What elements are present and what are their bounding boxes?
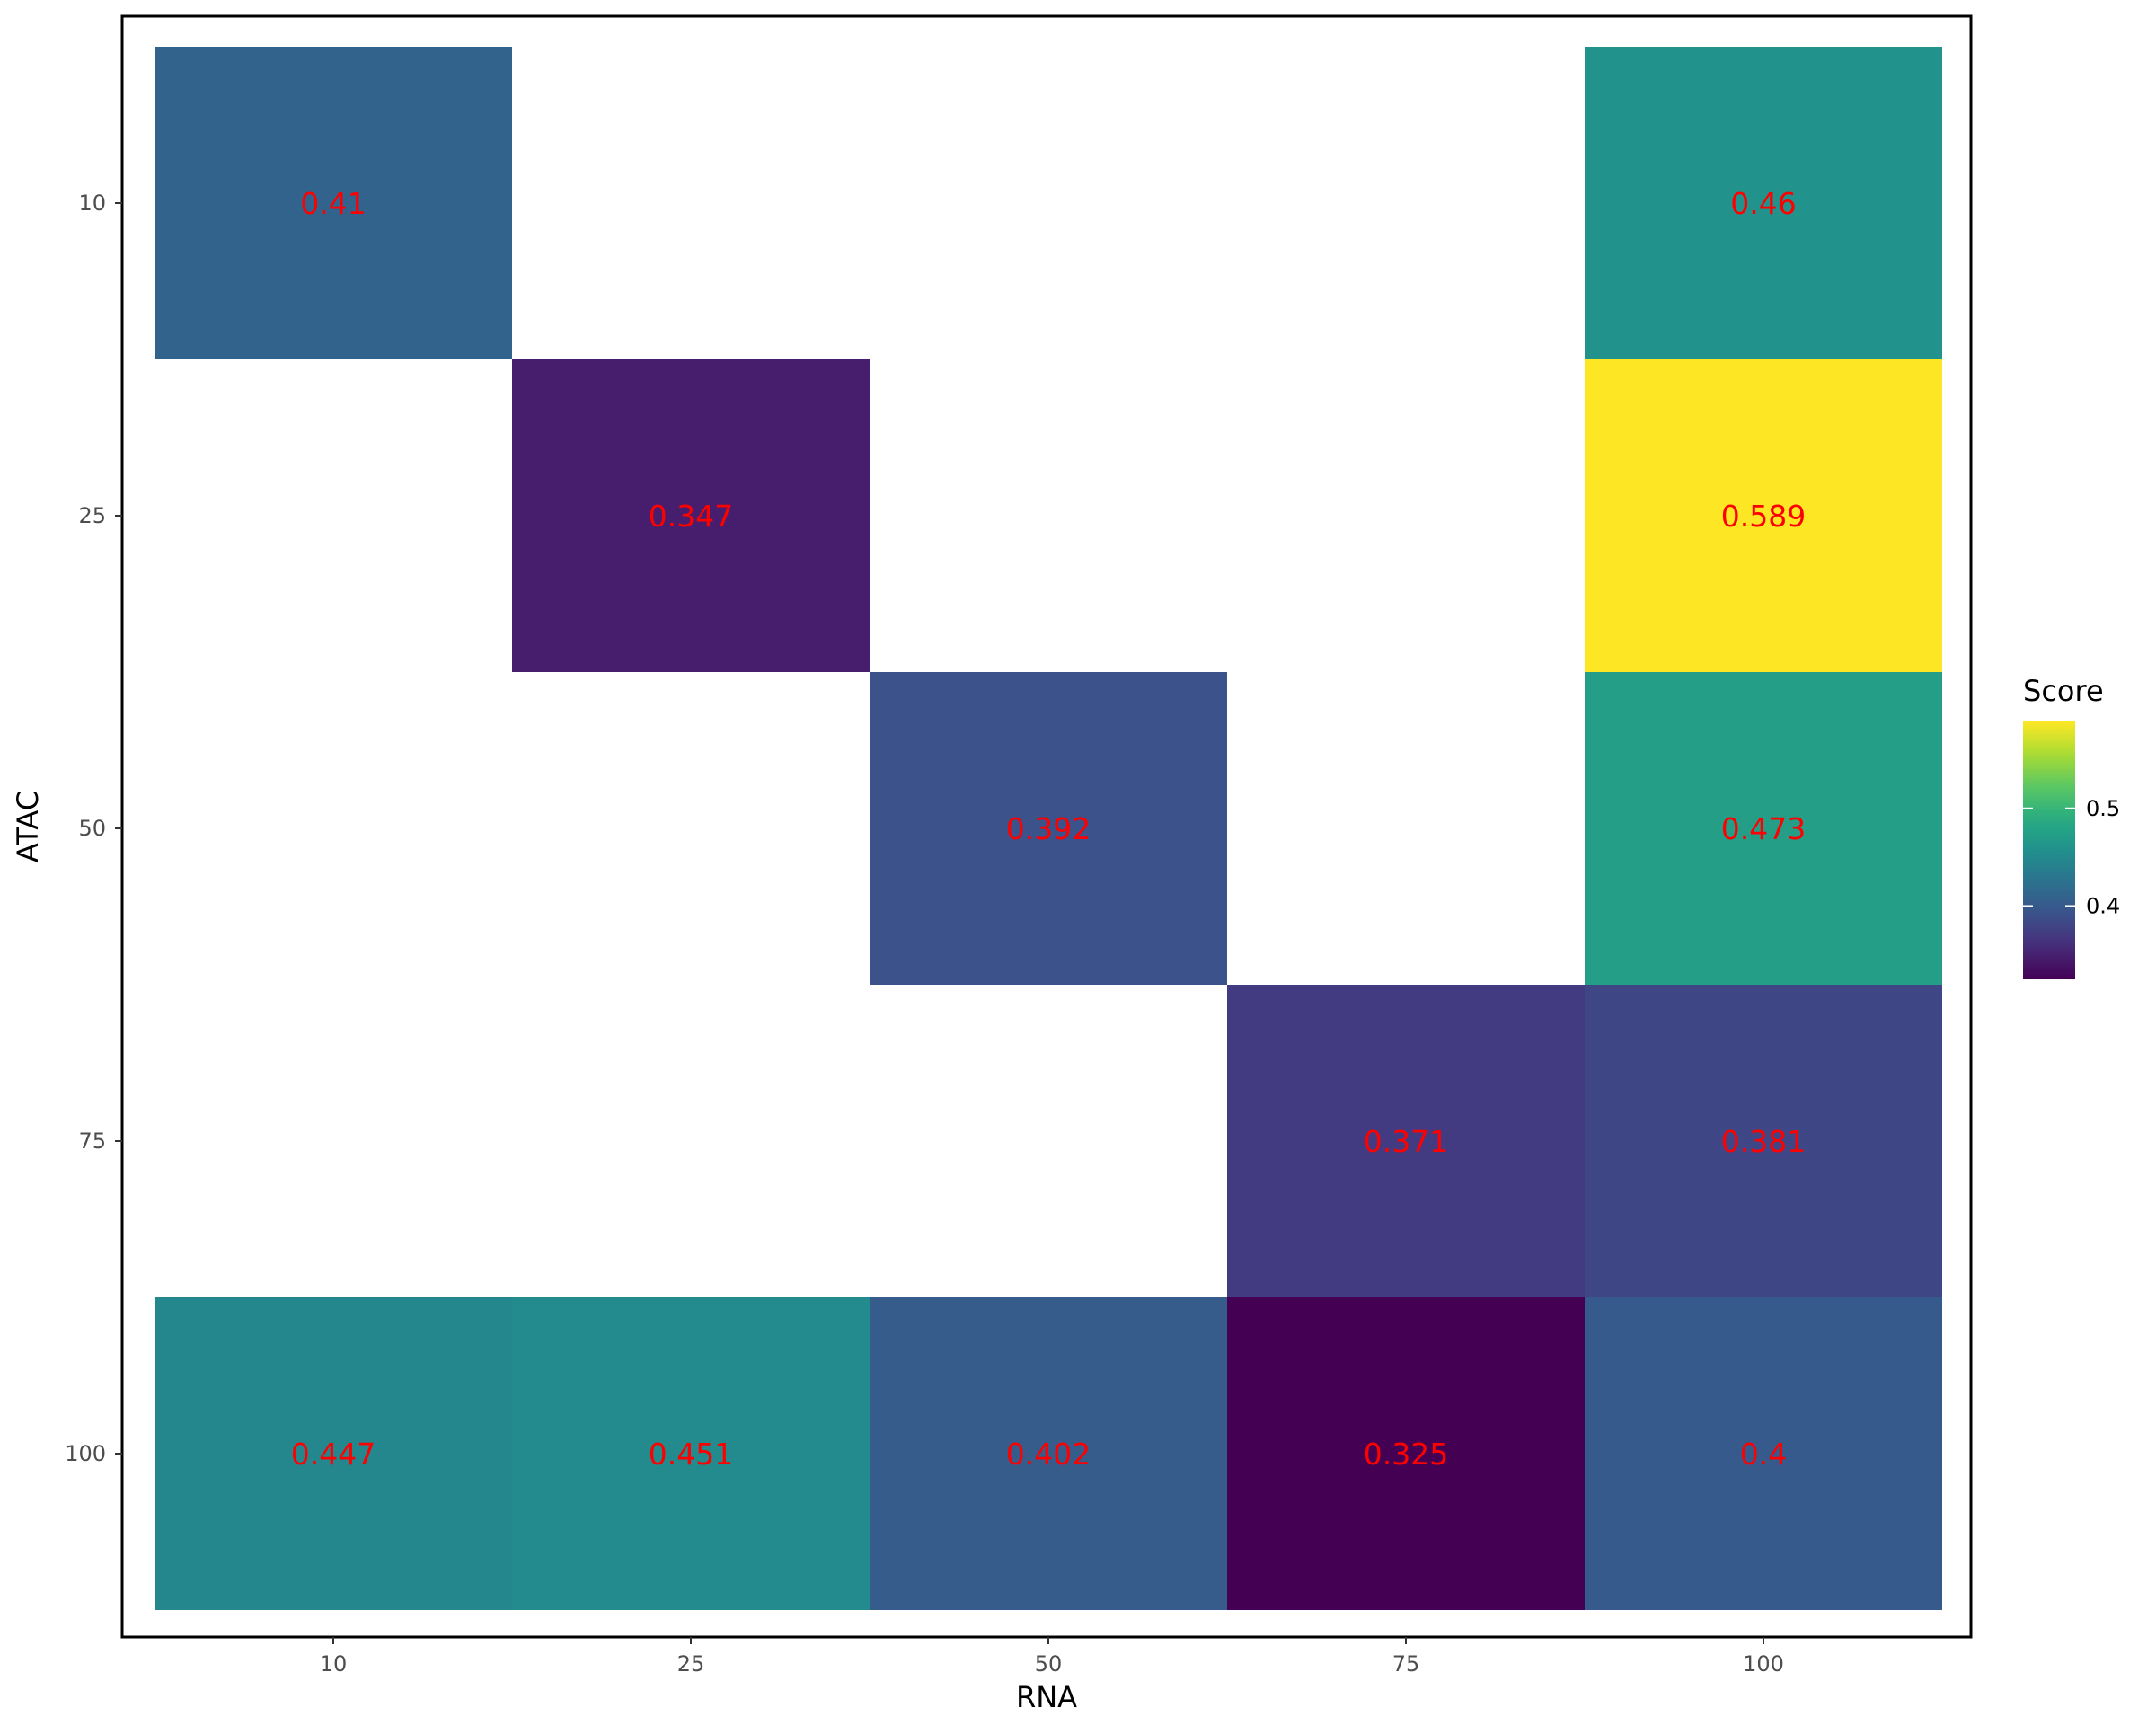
legend-tick-label: 0.4 xyxy=(2086,893,2120,918)
legend-ticks: 0.4 0.5 xyxy=(2023,796,2120,918)
cell-value-label: 0.41 xyxy=(300,186,366,221)
cell-value-label: 0.347 xyxy=(649,499,733,534)
heatmap-cell-11 xyxy=(1227,1297,1585,1610)
cell-value-label: 0.447 xyxy=(291,1437,376,1472)
heatmap-cell-2 xyxy=(512,359,870,672)
legend: Score 0.4 0.5 xyxy=(2023,674,2120,979)
y-axis-title: ATAC xyxy=(11,791,45,862)
heatmap-cell-10 xyxy=(870,1297,1227,1610)
cell-value-label: 0.451 xyxy=(649,1437,733,1472)
x-axis-title: RNA xyxy=(1016,1680,1077,1714)
heatmap-cell-3 xyxy=(1585,359,1942,672)
x-tick-label: 50 xyxy=(1035,1651,1063,1676)
heatmap-cell-5 xyxy=(1585,672,1942,985)
x-tick-label: 100 xyxy=(1743,1651,1784,1676)
y-tick-label: 50 xyxy=(78,816,106,841)
cell-value-label: 0.589 xyxy=(1721,499,1806,534)
x-axis-ticks: 10 25 50 75 100 xyxy=(320,1637,1784,1676)
heatmap-cell-7 xyxy=(1585,985,1942,1297)
cell-value-label: 0.392 xyxy=(1006,811,1091,846)
heatmap-cell-12 xyxy=(1585,1297,1942,1610)
y-tick-label: 25 xyxy=(78,503,106,528)
x-tick-label: 75 xyxy=(1392,1651,1420,1676)
legend-tick-label: 0.5 xyxy=(2086,796,2120,821)
y-tick-label: 75 xyxy=(78,1128,106,1154)
cell-value-label: 0.371 xyxy=(1364,1124,1448,1159)
cell-value-label: 0.381 xyxy=(1721,1124,1806,1159)
heatmap-cell-6 xyxy=(1227,985,1585,1297)
heatmap-cell-9 xyxy=(512,1297,870,1610)
y-tick-label: 100 xyxy=(65,1441,106,1466)
heatmap-cell-8 xyxy=(155,1297,512,1610)
heatmap-cell-1 xyxy=(1585,47,1942,359)
cell-value-label: 0.402 xyxy=(1006,1437,1091,1472)
y-tick-label: 10 xyxy=(78,190,106,216)
cell-value-label: 0.4 xyxy=(1740,1437,1787,1472)
plot-panel-border xyxy=(120,14,1973,1639)
x-tick-label: 10 xyxy=(320,1651,348,1676)
cell-value-label: 0.473 xyxy=(1721,811,1806,846)
legend-colorbar xyxy=(2023,721,2075,979)
legend-title: Score xyxy=(2023,674,2104,708)
heatmap-cell-4 xyxy=(870,672,1227,985)
heatmap-cells: 0.41 0.46 0.347 0.589 0.392 0.473 0.371 0.381 0.… xyxy=(155,47,1942,1610)
x-tick-label: 25 xyxy=(677,1651,705,1676)
heatmap-cell-0 xyxy=(155,47,512,359)
y-axis-ticks: 10 25 50 75 100 xyxy=(65,190,122,1466)
cell-value-label: 0.325 xyxy=(1364,1437,1448,1472)
cell-value-label: 0.46 xyxy=(1730,186,1796,221)
